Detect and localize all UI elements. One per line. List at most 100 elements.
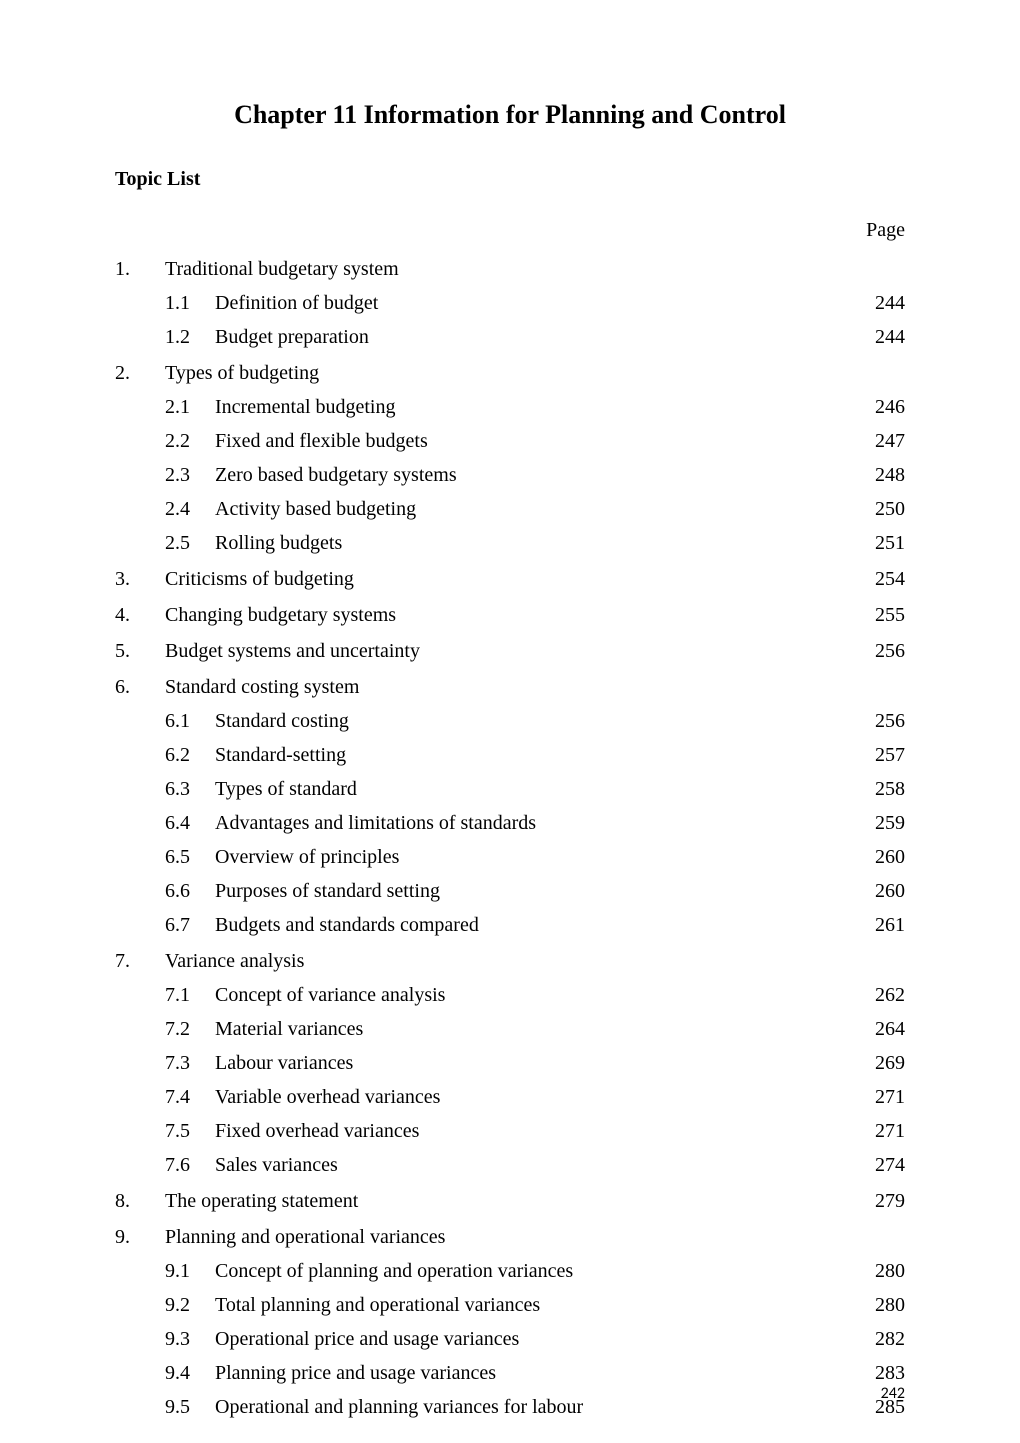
toc-subsection-number: 9.5 (165, 1390, 215, 1424)
toc-section-page (845, 670, 905, 704)
page-column-header: Page (866, 219, 905, 242)
toc-section: 8.The operating statement279 (115, 1184, 905, 1218)
toc-subsection-row: 6.6Purposes of standard setting260 (115, 874, 905, 908)
toc-subsection-title: Labour variances (215, 1046, 845, 1080)
toc-subsection-number: 7.2 (165, 1012, 215, 1046)
page-column-header-row: Page (115, 219, 905, 242)
toc-subsection-row: 2.1Incremental budgeting246 (115, 390, 905, 424)
toc-subsection-number: 2.3 (165, 458, 215, 492)
toc-subsection-row: 2.2Fixed and flexible budgets247 (115, 424, 905, 458)
toc-subsection-row: 6.5Overview of principles260 (115, 840, 905, 874)
toc-section: 4.Changing budgetary systems255 (115, 598, 905, 632)
toc-subsection-number: 2.5 (165, 526, 215, 560)
toc-subsection-page: 247 (845, 424, 905, 458)
toc-section-number: 4. (115, 598, 165, 632)
toc-subsection-title: Advantages and limitations of standards (215, 806, 845, 840)
toc-subsection-number: 1.2 (165, 320, 215, 354)
toc-subsection-title: Fixed overhead variances (215, 1114, 845, 1148)
chapter-title: Chapter 11 Information for Planning and … (115, 100, 905, 130)
toc-subsection-row: 2.3Zero based budgetary systems248 (115, 458, 905, 492)
toc-subsection-page: 264 (845, 1012, 905, 1046)
toc-subsection-title: Total planning and operational variances (215, 1288, 845, 1322)
toc-subsection-title: Concept of variance analysis (215, 978, 845, 1012)
toc-section-title: Standard costing system (165, 670, 845, 704)
toc-subsection-title: Activity based budgeting (215, 492, 845, 526)
table-of-contents: 1.Traditional budgetary system1.1Definit… (115, 252, 905, 1424)
toc-section-row: 6.Standard costing system (115, 670, 905, 704)
toc-subsection-page: 269 (845, 1046, 905, 1080)
toc-section: 9.Planning and operational variances9.1C… (115, 1220, 905, 1424)
toc-section-number: 7. (115, 944, 165, 978)
toc-subsection-title: Rolling budgets (215, 526, 845, 560)
toc-subsection-number: 6.3 (165, 772, 215, 806)
toc-subsection-page: 248 (845, 458, 905, 492)
toc-subsection-row: 1.1Definition of budget244 (115, 286, 905, 320)
topic-list-heading: Topic List (115, 168, 905, 191)
toc-section-row: 1.Traditional budgetary system (115, 252, 905, 286)
toc-subsection-number: 6.7 (165, 908, 215, 942)
toc-subsection-number: 6.4 (165, 806, 215, 840)
toc-section-page (845, 252, 905, 286)
toc-subsection-page: 260 (845, 874, 905, 908)
toc-subsection-title: Definition of budget (215, 286, 845, 320)
toc-subsection-row: 2.5Rolling budgets251 (115, 526, 905, 560)
toc-subsection-title: Variable overhead variances (215, 1080, 845, 1114)
toc-subsection-page: 244 (845, 320, 905, 354)
toc-subsection-row: 6.2Standard-setting257 (115, 738, 905, 772)
toc-subsection-title: Planning price and usage variances (215, 1356, 845, 1390)
toc-subsection-page: 256 (845, 704, 905, 738)
toc-section-number: 6. (115, 670, 165, 704)
toc-subsection-page: 280 (845, 1254, 905, 1288)
toc-section-title: Budget systems and uncertainty (165, 634, 845, 668)
toc-subsection-number: 7.1 (165, 978, 215, 1012)
toc-subsection-page: 280 (845, 1288, 905, 1322)
toc-subsection-page: 261 (845, 908, 905, 942)
toc-subsection-row: 7.2Material variances264 (115, 1012, 905, 1046)
toc-subsection-number: 9.1 (165, 1254, 215, 1288)
toc-subsection-number: 6.1 (165, 704, 215, 738)
toc-section-page: 254 (845, 562, 905, 596)
toc-section-number: 8. (115, 1184, 165, 1218)
toc-subsection-number: 1.1 (165, 286, 215, 320)
toc-subsection-row: 7.1Concept of variance analysis262 (115, 978, 905, 1012)
toc-subsection-title: Standard costing (215, 704, 845, 738)
toc-subsection-page: 260 (845, 840, 905, 874)
toc-section-title: Planning and operational variances (165, 1220, 845, 1254)
toc-subsection-page: 271 (845, 1114, 905, 1148)
toc-subsection-page: 257 (845, 738, 905, 772)
toc-subsection-number: 7.4 (165, 1080, 215, 1114)
toc-section-page: 256 (845, 634, 905, 668)
toc-section-number: 3. (115, 562, 165, 596)
toc-subsection-row: 9.5Operational and planning variances fo… (115, 1390, 905, 1424)
toc-subsection-title: Overview of principles (215, 840, 845, 874)
toc-section-title: Traditional budgetary system (165, 252, 845, 286)
toc-section: 7.Variance analysis7.1Concept of varianc… (115, 944, 905, 1182)
toc-section-title: Criticisms of budgeting (165, 562, 845, 596)
toc-section: 5.Budget systems and uncertainty256 (115, 634, 905, 668)
toc-section-title: Types of budgeting (165, 356, 845, 390)
toc-subsection-number: 9.3 (165, 1322, 215, 1356)
toc-section-row: 7.Variance analysis (115, 944, 905, 978)
toc-subsection-number: 9.2 (165, 1288, 215, 1322)
toc-subsection-row: 6.7Budgets and standards compared261 (115, 908, 905, 942)
toc-subsection-title: Fixed and flexible budgets (215, 424, 845, 458)
toc-subsection-number: 2.4 (165, 492, 215, 526)
toc-section-number: 5. (115, 634, 165, 668)
toc-subsection-row: 6.1Standard costing256 (115, 704, 905, 738)
toc-subsection-row: 6.3Types of standard258 (115, 772, 905, 806)
toc-section-row: 9.Planning and operational variances (115, 1220, 905, 1254)
toc-subsection-page: 282 (845, 1322, 905, 1356)
toc-section-page: 279 (845, 1184, 905, 1218)
toc-subsection-page: 246 (845, 390, 905, 424)
toc-section-row: 4.Changing budgetary systems255 (115, 598, 905, 632)
toc-subsection-title: Material variances (215, 1012, 845, 1046)
toc-subsection-number: 9.4 (165, 1356, 215, 1390)
toc-section-title: Changing budgetary systems (165, 598, 845, 632)
toc-subsection-title: Operational and planning variances for l… (215, 1390, 845, 1424)
toc-subsection-page: 250 (845, 492, 905, 526)
toc-subsection-title: Sales variances (215, 1148, 845, 1182)
toc-section-title: Variance analysis (165, 944, 845, 978)
toc-subsection-title: Budgets and standards compared (215, 908, 845, 942)
toc-subsection-number: 6.5 (165, 840, 215, 874)
toc-subsection-row: 7.3Labour variances269 (115, 1046, 905, 1080)
